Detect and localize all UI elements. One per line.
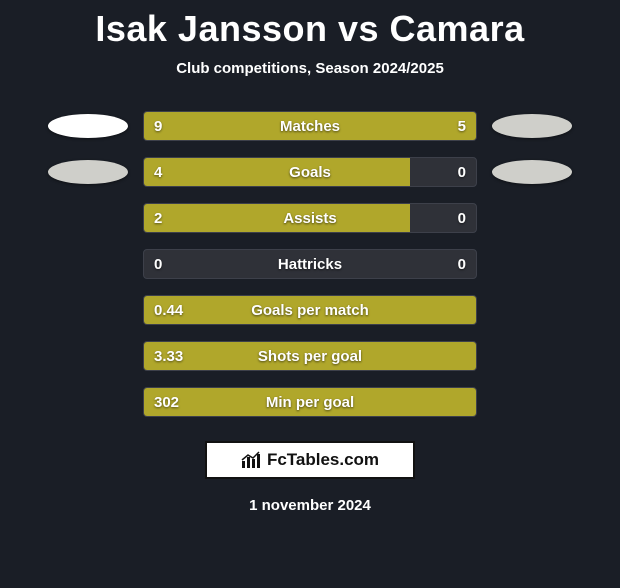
stat-bar: 3.33Shots per goal (143, 341, 477, 371)
fill-left (144, 296, 476, 324)
brand-text: FcTables.com (267, 450, 379, 470)
fill-left (144, 112, 356, 140)
stat-bar: 95Matches (143, 111, 477, 141)
fill-left (144, 388, 476, 416)
player-left-badge (33, 114, 143, 138)
stat-bar: 0 0Hattricks (143, 249, 477, 279)
stat-row: 3.33Shots per goal (0, 333, 620, 379)
value-left: 0.44 (154, 296, 183, 325)
fill-left (144, 204, 410, 232)
comparison-rows: 95Matches40Goals20Assists00Hattricks0.44… (0, 103, 620, 425)
stat-bar: 20Assists (143, 203, 477, 233)
value-left: 4 (154, 158, 162, 187)
page-title: Isak Jansson vs Camara (0, 8, 620, 50)
fill-left (144, 342, 476, 370)
ellipse-icon (492, 114, 572, 138)
fill-left (144, 158, 410, 186)
stat-bar: 302Min per goal (143, 387, 477, 417)
value-right: 5 (458, 112, 466, 141)
ellipse-icon (48, 114, 128, 138)
date-text: 1 november 2024 (0, 497, 620, 514)
value-left: 9 (154, 112, 162, 141)
value-left: 2 (154, 204, 162, 233)
value-right: 0 (458, 204, 466, 233)
stat-row: 20Assists (0, 195, 620, 241)
stat-bar: 40Goals (143, 157, 477, 187)
stat-row: 95Matches (0, 103, 620, 149)
stat-row: 40Goals (0, 149, 620, 195)
value-left: 0 (154, 250, 162, 279)
chart-icon (241, 451, 261, 469)
value-right: 0 (458, 158, 466, 187)
ellipse-icon (492, 160, 572, 184)
stat-row: 0.44Goals per match (0, 287, 620, 333)
ellipse-icon (48, 160, 128, 184)
player-right-badge (477, 114, 587, 138)
value-right: 0 (458, 250, 466, 279)
stat-bar: 0.44Goals per match (143, 295, 477, 325)
value-left: 302 (154, 388, 179, 417)
value-left: 3.33 (154, 342, 183, 371)
brand-watermark: FcTables.com (205, 441, 415, 479)
stat-row: 0 0Hattricks (0, 241, 620, 287)
player-left-badge (33, 160, 143, 184)
subtitle: Club competitions, Season 2024/2025 (0, 60, 620, 77)
player-right-badge (477, 160, 587, 184)
metric-label: Hattricks (144, 250, 476, 279)
stat-row: 302Min per goal (0, 379, 620, 425)
